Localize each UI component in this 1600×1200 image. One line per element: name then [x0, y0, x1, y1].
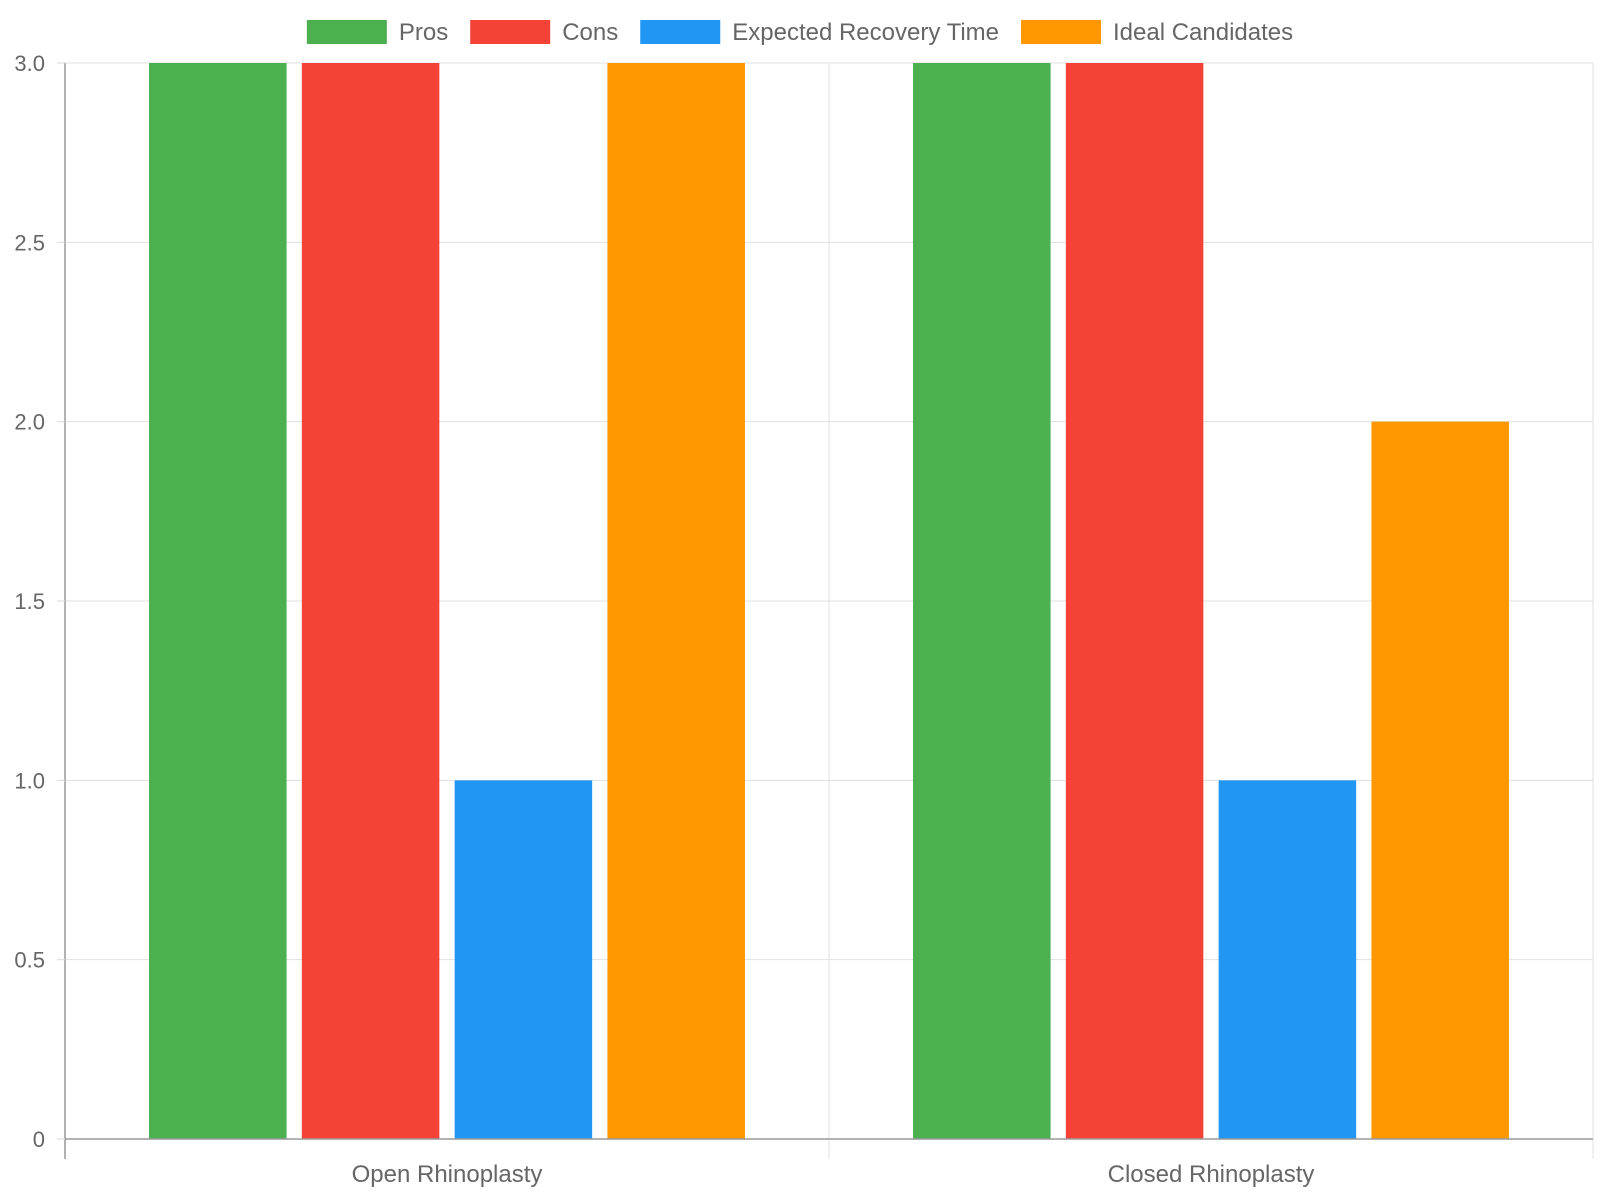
legend-item-ideal-candidates[interactable]: Ideal Candidates: [1021, 19, 1293, 46]
legend-label: Ideal Candidates: [1113, 19, 1293, 46]
legend-label: Expected Recovery Time: [732, 19, 999, 46]
legend-swatch: [1021, 20, 1102, 44]
bar-ideal-candidates-0[interactable]: [607, 63, 745, 1139]
x-category-label: Closed Rhinoplasty: [1108, 1161, 1315, 1188]
bar-expected-recovery-time-1[interactable]: [1218, 780, 1357, 1139]
legend-swatch: [470, 20, 551, 44]
y-tick-label: 2.0: [14, 410, 45, 435]
y-tick-label: 3.0: [14, 51, 45, 76]
bar-ideal-candidates-1[interactable]: [1371, 421, 1509, 1140]
y-tick-label: 0.5: [14, 948, 45, 973]
grid: [65, 62, 1594, 1159]
bar-cons-1[interactable]: [1065, 63, 1204, 1139]
bar-cons-0[interactable]: [301, 63, 440, 1139]
legend[interactable]: Pros Cons Expected Recovery Time Ideal Cand…: [306, 19, 1293, 46]
bar-pros-1[interactable]: [913, 63, 1051, 1139]
legend-item-cons[interactable]: Cons: [470, 19, 618, 46]
legend-label: Pros: [399, 19, 448, 46]
y-tick-label: 1.0: [14, 768, 45, 793]
y-tick-label: 0: [33, 1127, 45, 1152]
axes: [64, 63, 1593, 1159]
x-axis-labels: Open Rhinoplasty Closed Rhinoplasty: [352, 1161, 1315, 1188]
bar-pros-0[interactable]: [149, 63, 287, 1139]
x-category-label: Open Rhinoplasty: [352, 1161, 543, 1188]
bar-expected-recovery-time-0[interactable]: [454, 780, 593, 1139]
legend-label: Cons: [562, 19, 618, 46]
legend-swatch: [306, 20, 387, 44]
y-axis-ticks: 0 0.5 1.0 1.5 2.0 2.5 3.0: [14, 51, 65, 1152]
legend-item-expected-recovery-time[interactable]: Expected Recovery Time: [640, 19, 999, 46]
legend-swatch: [640, 20, 721, 44]
legend-item-pros[interactable]: Pros: [306, 19, 448, 46]
bars: [149, 63, 1509, 1140]
y-tick-label: 2.5: [14, 230, 45, 255]
y-tick-label: 1.5: [14, 589, 45, 614]
